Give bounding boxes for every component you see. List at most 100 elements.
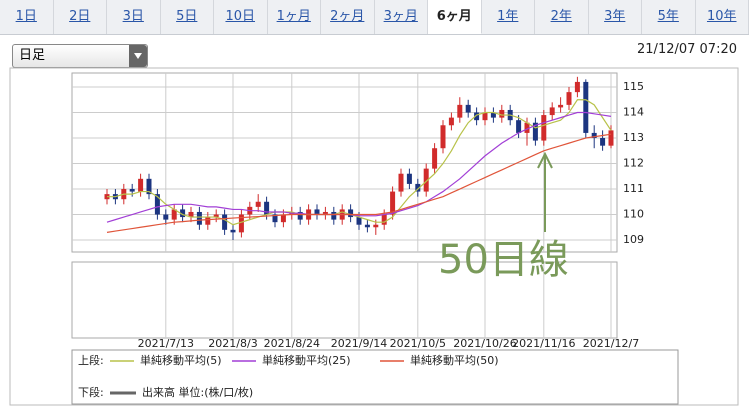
x-tick-label: 2021/8/3 (208, 337, 257, 350)
candle-body (457, 104, 463, 118)
candle-body (600, 138, 606, 146)
candle-body (415, 183, 421, 192)
period-tab[interactable]: 10日 (214, 0, 268, 34)
candle-body (465, 104, 471, 113)
period-tab[interactable]: 2日 (54, 0, 107, 34)
candle-body (516, 120, 522, 133)
period-tab[interactable]: 5日 (161, 0, 214, 34)
candle-body (356, 217, 362, 225)
candle-body (180, 209, 186, 218)
y-tick-label: 111 (623, 182, 644, 195)
candle-body (196, 211, 202, 225)
candle-body (331, 211, 337, 220)
candle-body (129, 189, 135, 192)
candle-body (154, 194, 160, 215)
candle-body (482, 112, 488, 121)
x-tick-label: 2021/9/14 (331, 337, 387, 350)
y-tick-label: 110 (623, 208, 644, 221)
moving-average-line (106, 111, 612, 223)
chart-panel (9, 67, 739, 406)
x-tick-label: 2021/10/26 (453, 337, 516, 350)
moving-average-line (107, 99, 612, 226)
candle-body (490, 112, 496, 118)
candle-body (541, 115, 547, 141)
candle-body (524, 122, 530, 133)
y-tick-label: 112 (623, 157, 644, 170)
legend-entry: 単純移動平均(25) (262, 353, 351, 367)
candle-body (264, 201, 270, 215)
period-tab[interactable]: 1ヶ月 (268, 0, 321, 34)
legend-entry: 単純移動平均(5) (140, 353, 222, 367)
annotation: 50日線 (438, 237, 569, 283)
candle-body (272, 214, 278, 223)
period-tab[interactable]: 6ヶ月 (428, 0, 482, 34)
interval-dropdown[interactable]: 日足 (12, 44, 148, 68)
volume-panel (71, 261, 618, 339)
candle-body (373, 224, 379, 228)
candle-body (583, 81, 589, 133)
candle-body (297, 211, 303, 220)
candle-body (188, 211, 194, 218)
candle-body (474, 112, 480, 121)
period-tab[interactable]: 3年 (589, 0, 642, 34)
legend-entry: 単純移動平均(50) (410, 353, 499, 367)
candle-body (348, 209, 354, 218)
legend-entry: 出来高 単位:(株/口/枚) (142, 385, 253, 399)
candle-body (566, 92, 572, 105)
candle-body (499, 109, 505, 118)
candle-body (213, 214, 219, 218)
price-panel (71, 72, 618, 253)
y-tick-label: 113 (623, 131, 644, 144)
candle-body (608, 130, 614, 146)
y-tick-label: 115 (623, 80, 644, 93)
candle-body (532, 122, 538, 141)
candle-body (238, 214, 244, 233)
dropdown-arrow (129, 45, 147, 67)
period-tab[interactable]: 1日 (0, 0, 54, 34)
period-tab[interactable]: 2ヶ月 (321, 0, 375, 34)
y-tick-label: 114 (623, 106, 644, 119)
candle-body (364, 224, 370, 228)
period-tab[interactable]: 5年 (642, 0, 696, 34)
candle-body (549, 107, 555, 116)
x-tick-label: 2021/7/13 (138, 337, 194, 350)
candle-body (280, 214, 286, 223)
y-tick-label: 109 (623, 233, 644, 246)
candle-body (423, 168, 429, 192)
x-tick-label: 2021/11/16 (512, 337, 575, 350)
candle-body (398, 173, 404, 192)
candle-body (146, 178, 152, 195)
candle-body (558, 104, 564, 108)
period-tab[interactable]: 3ヶ月 (375, 0, 428, 34)
legend-label: 下段: (78, 385, 104, 399)
candle-body (406, 173, 412, 184)
period-tabs: 1日 2日 3日 5日 10日 1ヶ月 2ヶ月 3ヶ月 6ヶ月 1年 2年 3年 5年 10年 (0, 0, 749, 35)
candle-body (163, 214, 169, 220)
x-tick-label: 2021/10/5 (390, 337, 446, 350)
x-tick-label: 2021/12/7 (583, 337, 639, 350)
candle-body (381, 214, 387, 225)
candle-body (322, 211, 328, 215)
candle-body (171, 209, 177, 220)
period-tab[interactable]: 3日 (107, 0, 161, 34)
annotation-arrow (537, 151, 553, 232)
x-tick-label: 2021/8/24 (264, 337, 320, 350)
candle-body (591, 132, 597, 139)
candle-body (448, 117, 454, 126)
candle-body (440, 125, 446, 149)
moving-average-line (106, 133, 612, 233)
candle-body (205, 217, 211, 225)
candle-body (230, 229, 236, 233)
legend-label: 上段: (78, 353, 104, 367)
legend-box (71, 349, 679, 405)
period-tab[interactable]: 1年 (482, 0, 535, 34)
candle-body (390, 191, 396, 215)
candle-body (314, 209, 320, 215)
period-tab[interactable]: 2年 (535, 0, 589, 34)
timestamp: 21/12/07 07:20 (637, 42, 737, 57)
candle-body (574, 81, 580, 93)
candle-body (432, 148, 438, 169)
candle-body (255, 201, 261, 207)
